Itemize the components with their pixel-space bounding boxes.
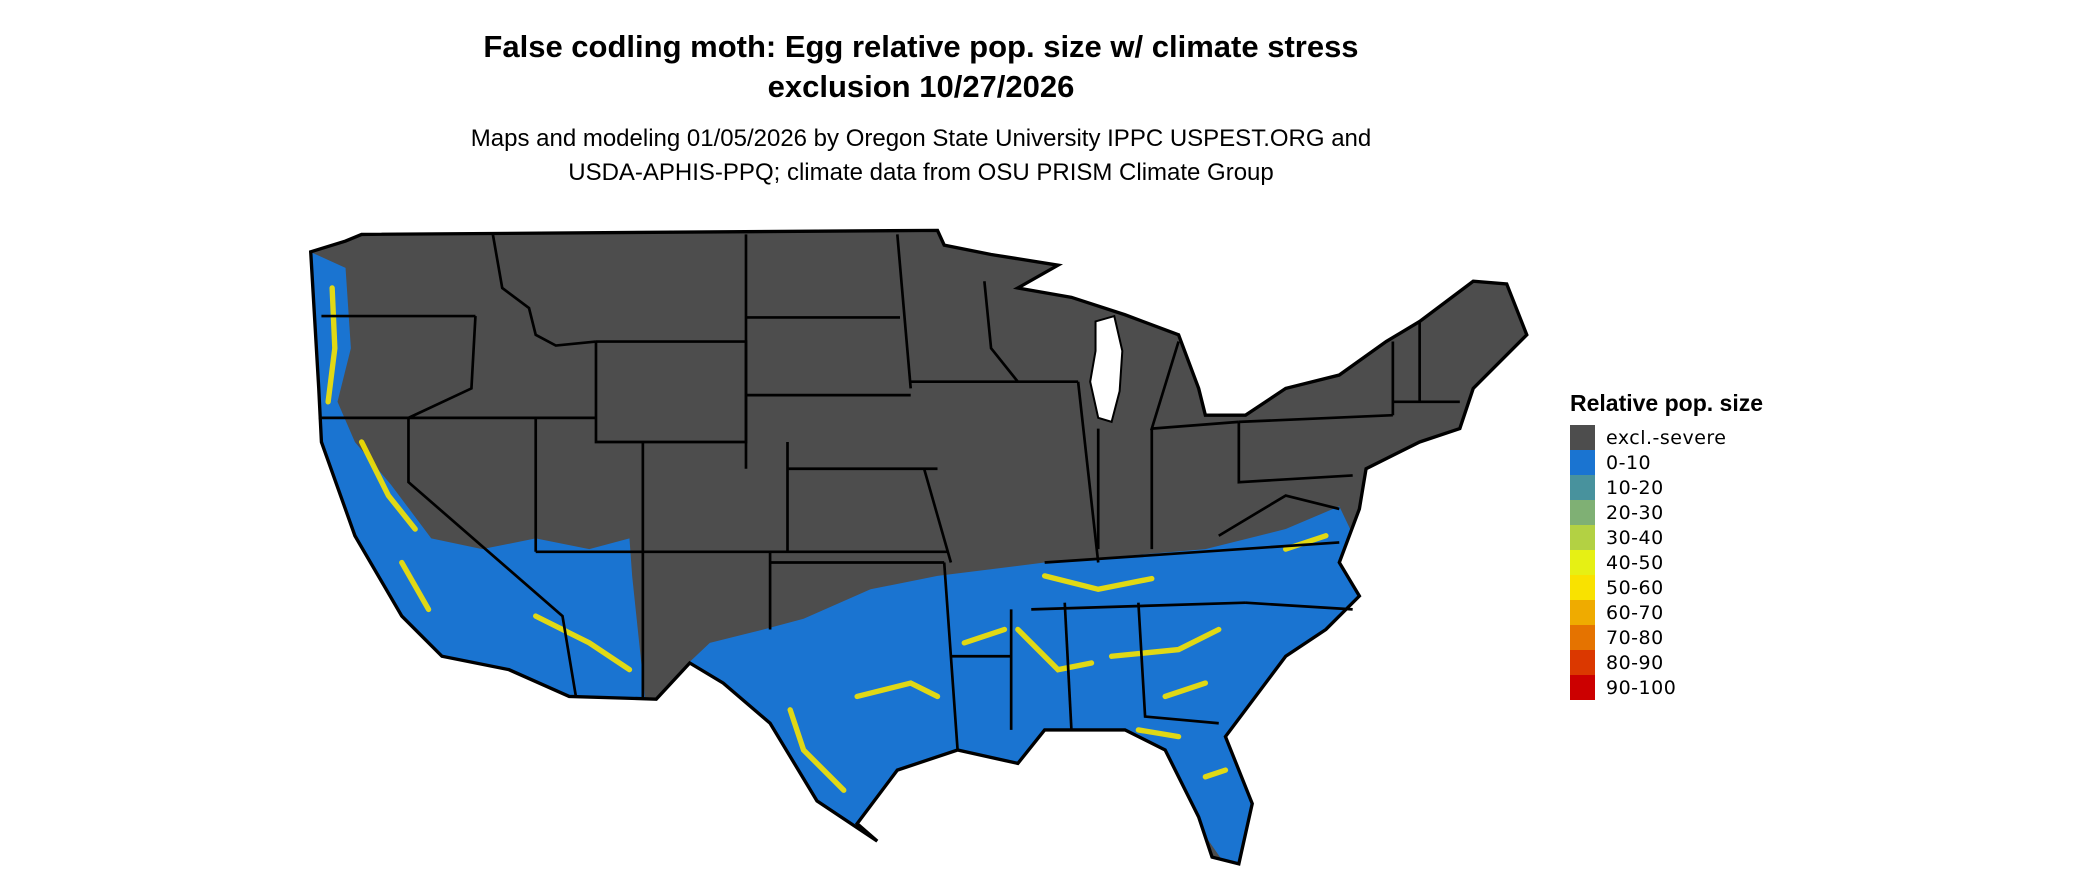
map-subtitle-line2: USDA-APHIS-PPQ; climate data from OSU PR… [568, 159, 1274, 186]
legend-label: 90-100 [1606, 676, 1677, 699]
legend-swatch [1570, 675, 1595, 700]
legend-label: excl.-severe [1606, 426, 1727, 449]
legend-label: 30-40 [1606, 526, 1664, 549]
legend-label: 40-50 [1606, 551, 1664, 574]
legend-item: 70-80 [1570, 625, 1763, 650]
legend-title: Relative pop. size [1570, 390, 1764, 416]
legend-label: 0-10 [1606, 451, 1652, 474]
legend-label: 20-30 [1606, 501, 1664, 524]
legend-swatch [1570, 500, 1595, 525]
legend: Relative pop. size excl.-severe 0-10 10-20… [1570, 390, 1763, 700]
legend-swatch [1570, 600, 1595, 625]
legend-item: excl.-severe [1570, 425, 1763, 450]
map-title: False codling moth: Egg relative pop. si… [0, 27, 1842, 107]
map-title-line1: False codling moth: Egg relative pop. si… [483, 29, 1359, 64]
legend-swatch [1570, 450, 1595, 475]
legend-swatch [1570, 625, 1595, 650]
legend-label: 80-90 [1606, 651, 1664, 674]
legend-item: 10-20 [1570, 475, 1763, 500]
east-suitable-area [685, 506, 1373, 864]
state-borders [318, 234, 1460, 751]
map-title-line2: exclusion 10/27/2026 [767, 69, 1075, 104]
legend-swatch [1570, 550, 1595, 575]
legend-item: 40-50 [1570, 550, 1763, 575]
legend-swatch [1570, 425, 1595, 450]
legend-item: 60-70 [1570, 600, 1763, 625]
legend-item: 0-10 [1570, 450, 1763, 475]
legend-item: 50-60 [1570, 575, 1763, 600]
lake-michigan [1089, 314, 1124, 424]
high-pop-streaks [325, 285, 1329, 793]
legend-item: 90-100 [1570, 675, 1763, 700]
map-subtitle: Maps and modeling 01/05/2026 by Oregon S… [0, 122, 1842, 190]
legend-label: 10-20 [1606, 476, 1664, 499]
map-subtitle-line1: Maps and modeling 01/05/2026 by Oregon S… [470, 125, 1372, 152]
legend-swatch [1570, 475, 1595, 500]
legend-label: 50-60 [1606, 576, 1664, 599]
legend-swatch [1570, 575, 1595, 600]
legend-swatch [1570, 525, 1595, 550]
legend-label: 60-70 [1606, 601, 1664, 624]
legend-swatch [1570, 650, 1595, 675]
legend-item: 20-30 [1570, 500, 1763, 525]
legend-item: 80-90 [1570, 650, 1763, 675]
legend-label: 70-80 [1606, 626, 1664, 649]
legend-item: 30-40 [1570, 525, 1763, 550]
